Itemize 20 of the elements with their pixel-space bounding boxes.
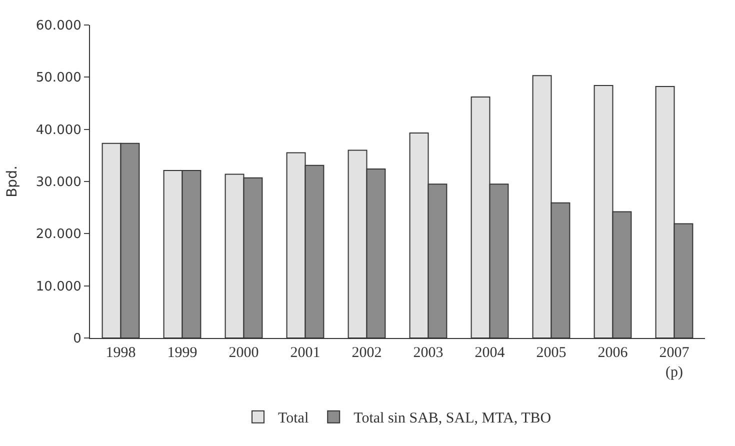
x-tick-label: 2004: [474, 345, 506, 361]
y-tick-label: 30.000: [36, 175, 82, 190]
x-tick-label: 1998: [106, 345, 136, 361]
x-tick-label: 2005: [536, 345, 566, 361]
x-tick-label: 2002: [352, 345, 382, 361]
y-tick-label: 60.000: [36, 18, 82, 34]
x-tick-label: 2001: [290, 345, 320, 361]
x-tick-label: 2000: [228, 345, 259, 361]
y-tick-label: 0: [73, 332, 82, 347]
legend-label: Total sin SAB, SAL, MTA, TBO: [354, 410, 552, 427]
x-tick-label: 2006: [598, 345, 628, 361]
y-tick-label: 50.000: [36, 70, 82, 86]
x-tick-label: 2003: [413, 345, 444, 361]
x-tick-label: 2007 (p): [659, 345, 690, 380]
x-tick-label: 1999: [167, 345, 198, 361]
y-tick-label: 40.000: [36, 122, 82, 138]
y-tick-label: 10.000: [36, 279, 82, 294]
legend-label: Total: [278, 410, 309, 427]
y-axis-title: Bpd.: [4, 166, 20, 198]
y-tick-label: 20.000: [36, 227, 82, 242]
